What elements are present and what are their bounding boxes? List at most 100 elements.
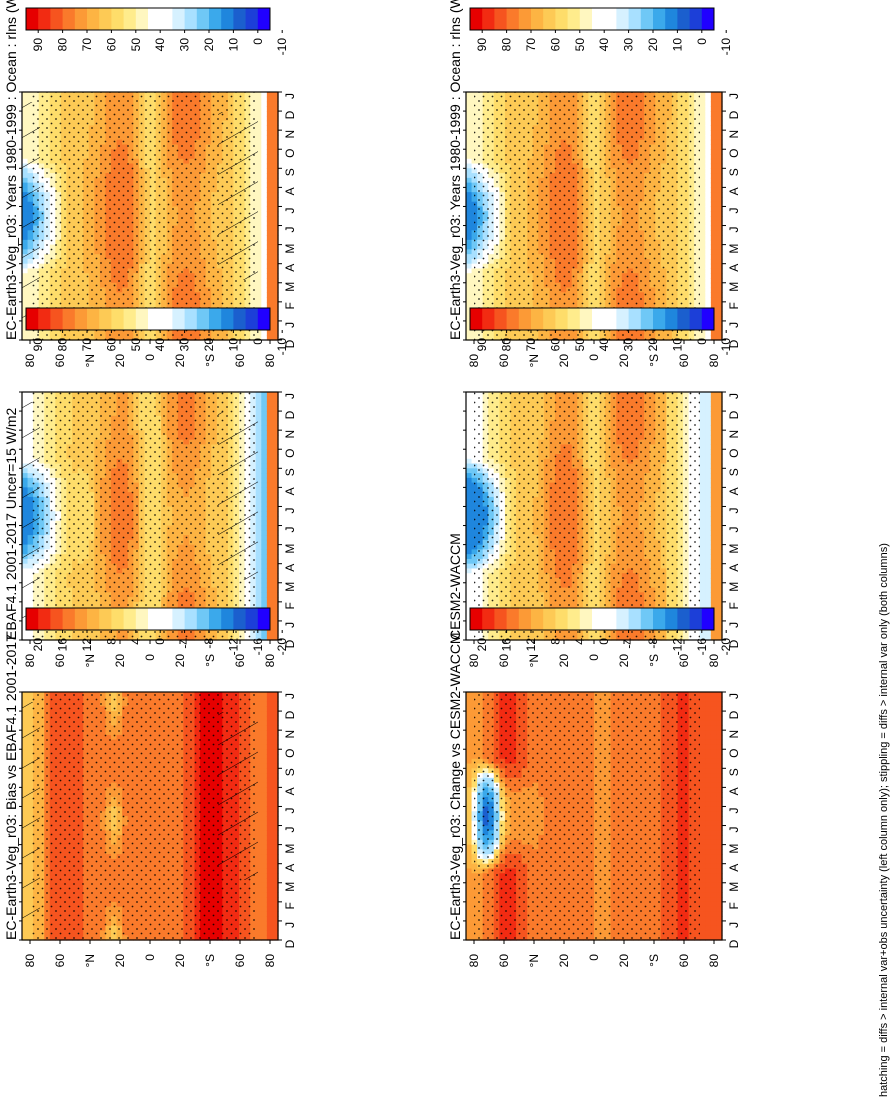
heatmap-cell bbox=[261, 196, 268, 203]
heatmap-cell bbox=[699, 187, 706, 193]
heatmap-cell bbox=[705, 201, 712, 208]
heatmap-cell bbox=[466, 287, 473, 293]
heatmap-cell bbox=[261, 96, 268, 103]
heatmap-cell bbox=[699, 134, 706, 141]
heatmap-cell bbox=[261, 192, 268, 198]
heatmap-cell bbox=[710, 268, 718, 274]
heatmap-cell bbox=[699, 254, 706, 260]
heatmap-cell bbox=[705, 230, 712, 236]
heatmap-cell bbox=[705, 139, 712, 146]
heatmap-cell bbox=[266, 258, 274, 265]
colorbar-swatch bbox=[506, 8, 520, 30]
heatmap-cell bbox=[261, 206, 268, 212]
heatmap-cell bbox=[261, 268, 268, 274]
heatmap-cell bbox=[266, 168, 274, 174]
panel-title: EC-Earth3-Veg_r03: Years 1980-1999 : Oce… bbox=[3, 0, 19, 340]
heatmap-cell bbox=[710, 249, 718, 255]
colorbar-swatch bbox=[74, 8, 88, 30]
heatmap-cell bbox=[710, 258, 718, 265]
colorbar-tick-label: 70 bbox=[524, 38, 538, 52]
lat-tick-label: 80 bbox=[467, 354, 481, 368]
heatmap-cell bbox=[266, 301, 274, 308]
heatmap-cell bbox=[255, 96, 262, 103]
heatmap-cell bbox=[266, 106, 274, 112]
heatmap-cell bbox=[466, 187, 473, 193]
heatmap-cell bbox=[705, 192, 712, 198]
month-tick-label: J bbox=[283, 227, 297, 233]
heatmap-cell bbox=[705, 258, 712, 265]
colorbar-swatch bbox=[38, 8, 51, 30]
heatmap-cell bbox=[466, 282, 473, 289]
month-tick-label: M bbox=[727, 282, 741, 292]
heatmap-cell bbox=[266, 134, 274, 141]
heatmap-cell bbox=[710, 196, 718, 203]
heatmap-cell bbox=[261, 177, 268, 184]
heatmap-cell bbox=[699, 106, 706, 112]
heatmap-cell bbox=[710, 330, 718, 336]
heatmap-cell bbox=[466, 96, 473, 103]
heatmap-cell bbox=[705, 120, 712, 126]
heatmap-cell bbox=[699, 268, 706, 274]
lat-tick-label: °S bbox=[203, 354, 217, 367]
month-tick-label: M bbox=[283, 282, 297, 292]
heatmap-cell bbox=[699, 158, 706, 165]
heatmap-cell bbox=[699, 96, 706, 103]
heatmap-cell bbox=[261, 292, 268, 298]
heatmap-cell bbox=[266, 120, 274, 126]
heatmap-cell bbox=[261, 249, 268, 255]
heatmap-cell bbox=[705, 92, 712, 98]
heatmap-cell bbox=[466, 225, 473, 231]
heatmap-cell bbox=[699, 239, 706, 246]
colorbar-swatch bbox=[111, 8, 124, 30]
heatmap-cell bbox=[255, 297, 262, 303]
heatmap-cell bbox=[466, 139, 473, 146]
heatmap-cell bbox=[710, 134, 718, 141]
colorbar-tick-label: 50 bbox=[129, 38, 143, 52]
heatmap-cell bbox=[710, 211, 718, 217]
heatmap-cell bbox=[261, 154, 268, 160]
heatmap-cell bbox=[261, 182, 268, 188]
colorbar-swatch bbox=[87, 8, 100, 30]
colorbar-swatch bbox=[148, 8, 161, 30]
heatmap-cell bbox=[699, 278, 706, 284]
heatmap-cell bbox=[710, 225, 718, 231]
heatmap-cell bbox=[699, 192, 706, 198]
colorbar-swatch bbox=[50, 8, 63, 30]
colorbar-swatch bbox=[482, 8, 495, 30]
month-tick-label: M bbox=[283, 244, 297, 254]
heatmap-cell bbox=[699, 177, 706, 184]
heatmap-cell bbox=[699, 225, 706, 231]
heatmap-cell bbox=[705, 282, 712, 289]
colorbar-swatch bbox=[665, 8, 678, 30]
month-tick-label: F bbox=[727, 302, 741, 309]
heatmap-cell bbox=[705, 249, 712, 255]
heatmap-cell bbox=[266, 182, 274, 188]
heatmap-cell bbox=[261, 201, 268, 208]
heatmap-cell bbox=[705, 96, 712, 103]
colorbar-swatch bbox=[160, 8, 173, 30]
heatmap-cell bbox=[466, 106, 473, 112]
heatmap-cell bbox=[710, 101, 718, 107]
heatmap-cell bbox=[266, 96, 274, 103]
lat-tick-label: 20 bbox=[557, 354, 571, 368]
lat-tick-label: 60 bbox=[497, 354, 511, 368]
heatmap-cell bbox=[710, 287, 718, 293]
heatmap-cell bbox=[266, 244, 274, 250]
colorbar-swatch bbox=[628, 8, 642, 30]
heatmap-cell bbox=[699, 115, 706, 122]
heatmap-cell bbox=[261, 216, 268, 222]
heatmap-cell bbox=[261, 244, 268, 250]
heatmap-cell bbox=[466, 92, 473, 98]
colorbar-tick-label: 60 bbox=[104, 38, 118, 52]
colorbar-swatch bbox=[470, 8, 483, 30]
lat-tick-label: °S bbox=[647, 354, 661, 367]
colorbar-swatch bbox=[640, 8, 654, 30]
heatmap-cell bbox=[705, 292, 712, 298]
heatmap-cell bbox=[710, 115, 718, 122]
heatmap-cell bbox=[266, 206, 274, 212]
heatmap-cell bbox=[710, 235, 718, 241]
heatmap-cell bbox=[466, 249, 473, 255]
heatmap-cell bbox=[710, 173, 718, 179]
heatmap-cell bbox=[266, 239, 274, 246]
